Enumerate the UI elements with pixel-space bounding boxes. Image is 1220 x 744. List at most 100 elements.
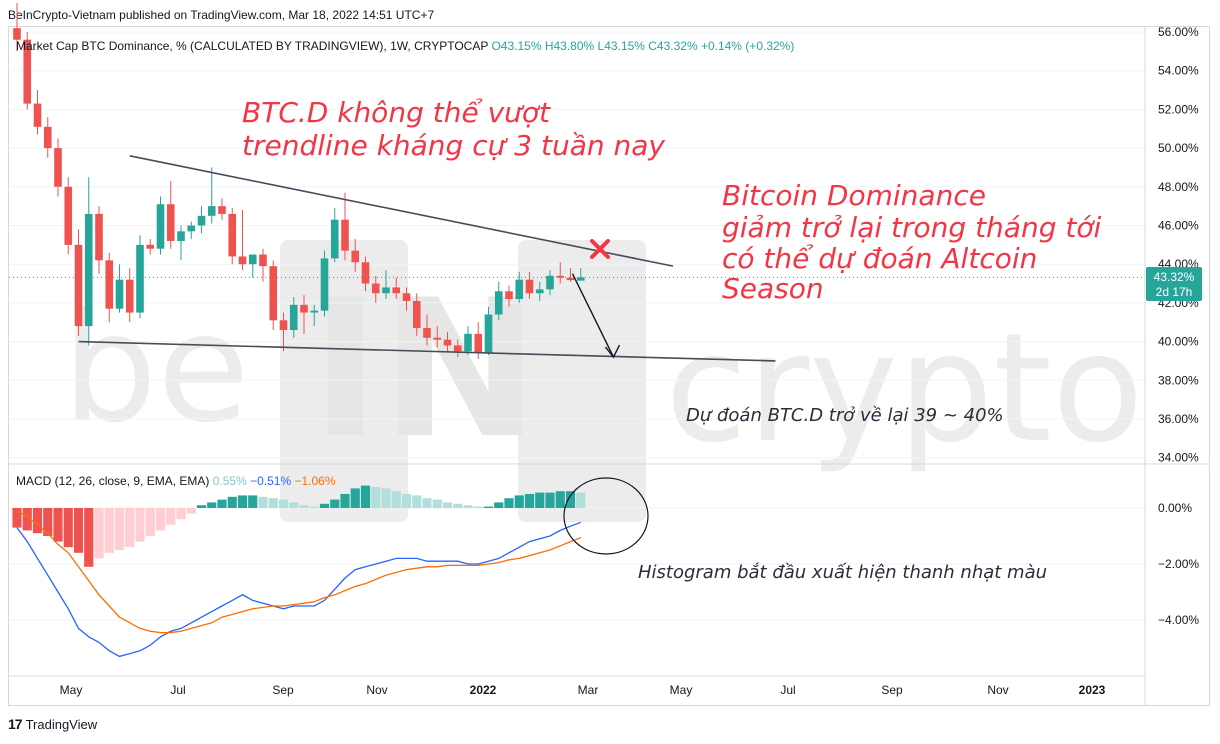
histogram-bar — [299, 505, 309, 508]
macd-tick-label: −2.00% — [1158, 557, 1199, 571]
macd-tick-label: −4.00% — [1158, 613, 1199, 627]
histogram-bar — [176, 508, 186, 520]
tradingview-logo-icon: 17 — [8, 716, 23, 732]
candle-body — [95, 213, 103, 261]
histogram-bar — [125, 508, 135, 548]
annotation-target: Dự đoán BTC.D trở về lại 39 ~ 40% — [686, 405, 1004, 426]
time-tick-label: Sep — [272, 683, 294, 697]
candle-body — [74, 244, 83, 327]
annotation-forecast-1: Bitcoin Dominance — [722, 179, 986, 212]
histogram-bar — [442, 502, 453, 508]
annotation-histogram-note: Histogram bắt đầu xuất hiện thanh nhạt m… — [638, 562, 1047, 583]
tradingview-footer[interactable]: 17 TradingView — [8, 716, 97, 732]
candle-body — [433, 337, 442, 340]
price-badge-countdown: 2d 17h — [1156, 285, 1193, 299]
candle-body — [248, 254, 257, 265]
candle-body — [382, 287, 390, 294]
price-tick-label: 48.00% — [1158, 180, 1199, 194]
candle-body — [187, 225, 196, 232]
histogram-bar — [453, 503, 463, 508]
histogram-bar — [545, 492, 555, 508]
candle-body — [525, 279, 534, 294]
histogram-bar — [73, 508, 84, 553]
histogram-bar — [514, 495, 524, 508]
price-tick-label: 34.00% — [1158, 451, 1199, 465]
histogram-bar — [360, 485, 371, 508]
histogram-bar — [227, 496, 237, 508]
chart-frame — [8, 26, 1210, 706]
candle-body — [464, 333, 472, 352]
time-tick-label: 2022 — [470, 683, 497, 697]
candle-body — [556, 275, 565, 278]
price-tick-label: 38.00% — [1158, 373, 1199, 387]
histogram-bar — [565, 491, 576, 508]
candle-body — [289, 304, 298, 330]
signal-line — [16, 510, 582, 634]
annotation-forecast-2: giảm trở lại trong tháng tới — [722, 211, 1101, 244]
watermark-right: crypto — [665, 302, 1144, 476]
candle-body — [453, 345, 462, 352]
histogram-bar — [94, 508, 104, 559]
candle-body — [146, 244, 155, 249]
candle-body — [484, 314, 493, 354]
price-tick-label: 50.00% — [1158, 141, 1199, 155]
histogram-bar — [463, 505, 473, 508]
candle-body — [474, 333, 483, 354]
candle-body — [43, 126, 52, 149]
time-tick-label: Jul — [170, 683, 185, 697]
macd-tick-label: 0.00% — [1158, 501, 1192, 515]
histogram-bar — [22, 508, 32, 531]
annotation-title-2: trendline kháng cự 3 tuần nay — [242, 129, 665, 162]
price-tick-label: 54.00% — [1158, 64, 1199, 78]
candle-body — [515, 279, 524, 300]
histogram-bar — [12, 508, 22, 528]
time-tick-label: May — [670, 683, 693, 697]
drawings — [9, 155, 1145, 555]
histogram-bar — [350, 488, 360, 508]
annotation-forecast-4: Season — [722, 272, 824, 305]
candle-body — [443, 339, 452, 346]
candle-body — [23, 39, 32, 104]
histogram-bar — [268, 498, 278, 508]
candle-body — [320, 258, 329, 311]
candle-body — [238, 256, 247, 265]
histogram-bar — [63, 508, 73, 548]
histogram-bar — [391, 491, 401, 508]
symbol-legend-name: Market Cap BTC Dominance, % (CALCULATED … — [16, 39, 491, 53]
macd-legend: MACD (12, 26, close, 9, EMA, EMA) 0.55% … — [16, 474, 336, 488]
histogram-bar — [278, 499, 289, 508]
support-trendline — [78, 340, 776, 362]
candle-body — [125, 279, 134, 313]
price-tick-label: 52.00% — [1158, 102, 1199, 116]
histogram-bar — [319, 503, 330, 508]
time-tick-label: Nov — [987, 683, 1008, 697]
projection-arrowhead — [604, 344, 621, 359]
histogram-bar — [196, 505, 207, 508]
macd-legend-hist: 0.55% — [213, 474, 250, 488]
histogram-bar — [84, 508, 94, 567]
watermark-left: be — [62, 282, 250, 456]
candle-body — [300, 304, 308, 313]
candle-body — [535, 289, 544, 294]
macd-line — [16, 521, 582, 658]
price-tick-label: 36.00% — [1158, 412, 1199, 426]
histogram-bar — [104, 508, 114, 553]
symbol-legend-ohlc: O43.15% H43.80% L43.15% C43.32% +0.14% (… — [491, 39, 794, 53]
macd-histogram — [12, 485, 586, 567]
watermark: be IN crypto — [62, 240, 1144, 522]
candle-body — [412, 300, 421, 329]
histogram-bar — [340, 494, 350, 508]
macd-lines — [16, 510, 582, 658]
text-labels: Market Cap BTC Dominance, % (CALCULATED … — [16, 39, 1101, 583]
candle-body — [341, 219, 349, 251]
histogram-bar — [371, 487, 381, 508]
grid — [9, 27, 1210, 705]
candle-body — [330, 219, 339, 259]
histogram-bar — [330, 499, 340, 508]
histogram-bar — [473, 506, 483, 508]
candle-body — [166, 204, 175, 241]
time-tick-label: Jul — [780, 683, 795, 697]
candle-body — [402, 293, 411, 301]
candle-body — [566, 277, 575, 281]
